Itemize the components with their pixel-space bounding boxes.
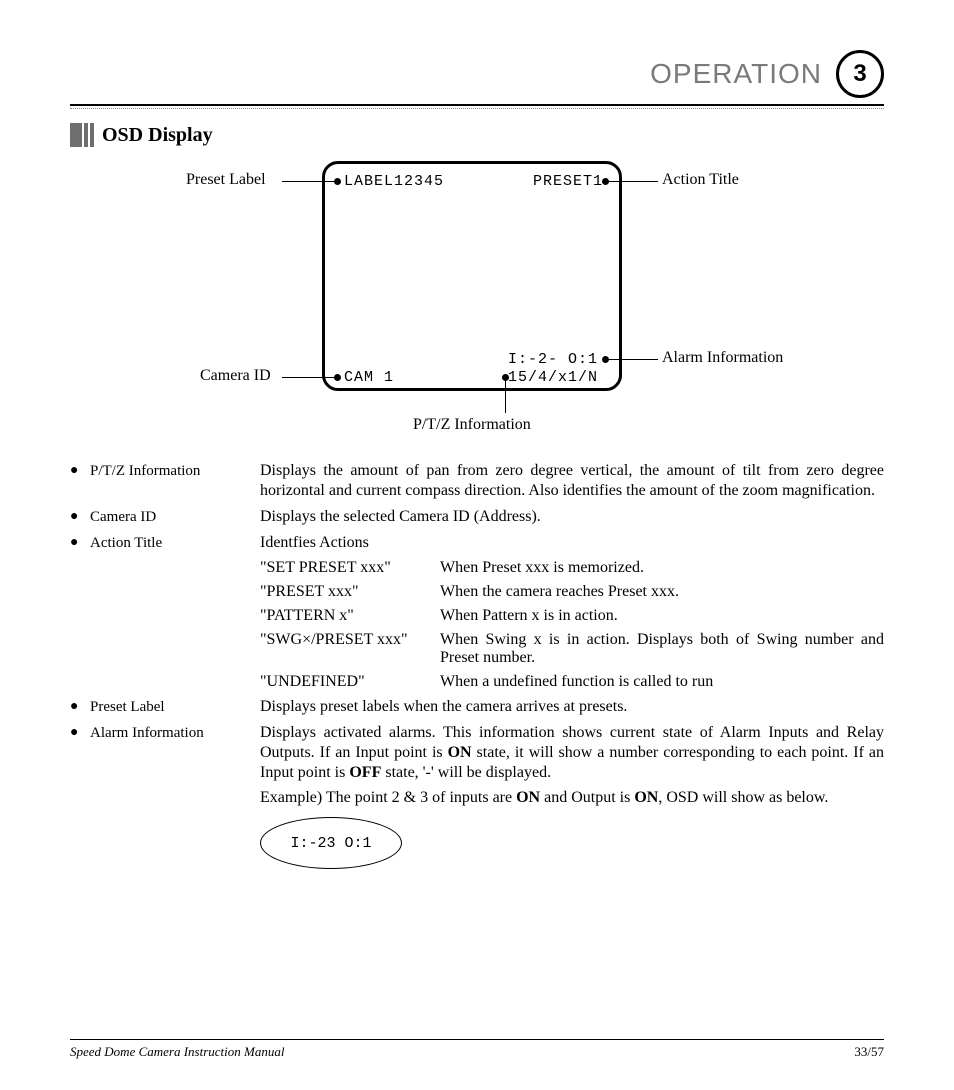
header-rule xyxy=(70,104,884,106)
action-row-preset: "PRESET xxx" When the camera reaches Pre… xyxy=(260,583,884,601)
footer-page-number: 33/57 xyxy=(854,1044,884,1060)
osd-diagram: LABEL12345 PRESET1 CAM 1 I:-2- O:1 15/4/… xyxy=(72,161,882,451)
footer-rule xyxy=(70,1039,884,1040)
def-row-ptz: ● P/T/Z Information Displays the amount … xyxy=(70,461,884,501)
bullet-icon: ● xyxy=(70,533,90,553)
footer-manual-title: Speed Dome Camera Instruction Manual xyxy=(70,1044,284,1060)
action-row-swg: "SWG×/PRESET xxx" When Swing x is in act… xyxy=(260,631,884,667)
leader-line xyxy=(282,181,334,182)
legend-camera-id: Camera ID xyxy=(200,367,271,385)
alarm-example-ellipse: I:-23 O:1 xyxy=(260,817,884,869)
legend-alarm-info: Alarm Information xyxy=(662,349,783,367)
def-row-alarm-info: ● Alarm Information Displays activated a… xyxy=(70,723,884,783)
leader-line xyxy=(505,380,506,413)
def-term: P/T/Z Information xyxy=(90,461,260,481)
action-body: When Swing x is in action. Displays both… xyxy=(440,631,884,667)
page: OPERATION 3 OSD Display LABEL12345 PRESE… xyxy=(0,0,954,1090)
header-dotted-rule xyxy=(70,108,884,109)
legend-action-title: Action Title xyxy=(662,171,739,189)
def-body: Identfies Actions xyxy=(260,533,884,553)
def-body: Displays the amount of pan from zero deg… xyxy=(260,461,884,501)
bullet-icon: ● xyxy=(70,697,90,717)
chapter-number-badge: 3 xyxy=(836,50,884,98)
footer-row: Speed Dome Camera Instruction Manual 33/… xyxy=(70,1044,884,1060)
dot-icon xyxy=(334,374,341,381)
def-term: Alarm Information xyxy=(90,723,260,743)
ellipse-text: I:-23 O:1 xyxy=(260,817,402,869)
legend-ptz-info: P/T/Z Information xyxy=(413,416,531,434)
section-header: OSD Display xyxy=(70,123,884,147)
bullet-icon: ● xyxy=(70,723,90,743)
definitions-list: ● P/T/Z Information Displays the amount … xyxy=(70,461,884,869)
action-row-pattern: "PATTERN x" When Pattern x is in action. xyxy=(260,607,884,625)
action-term: "SWG×/PRESET xxx" xyxy=(260,631,440,667)
dot-icon xyxy=(334,178,341,185)
page-footer: Speed Dome Camera Instruction Manual 33/… xyxy=(70,1039,884,1060)
leader-line xyxy=(282,377,334,378)
def-body: Displays the selected Camera ID (Address… xyxy=(260,507,884,527)
def-row-action-title: ● Action Title Identfies Actions xyxy=(70,533,884,553)
action-row-set-preset: "SET PRESET xxx" When Preset xxx is memo… xyxy=(260,559,884,577)
def-body: Displays preset labels when the camera a… xyxy=(260,697,884,717)
osd-alarm-text: I:-2- O:1 xyxy=(508,351,598,368)
action-term: "PATTERN x" xyxy=(260,607,440,625)
osd-preset-text: PRESET1 xyxy=(533,173,603,190)
action-term: "UNDEFINED" xyxy=(260,673,440,691)
action-row-undefined: "UNDEFINED" When a undefined function is… xyxy=(260,673,884,691)
def-row-camera-id: ● Camera ID Displays the selected Camera… xyxy=(70,507,884,527)
def-term: Preset Label xyxy=(90,697,260,717)
alarm-example: Example) The point 2 & 3 of inputs are O… xyxy=(260,789,884,807)
action-body: When Preset xxx is memorized. xyxy=(440,559,884,577)
bullet-icon: ● xyxy=(70,461,90,481)
action-body: When a undefined function is called to r… xyxy=(440,673,884,691)
def-term: Camera ID xyxy=(90,507,260,527)
alarm-example-text: Example) The point 2 & 3 of inputs are O… xyxy=(260,789,884,807)
leader-line xyxy=(608,181,658,182)
def-row-preset-label: ● Preset Label Displays preset labels wh… xyxy=(70,697,884,717)
legend-preset-label: Preset Label xyxy=(186,171,266,189)
osd-ptz-text: 15/4/x1/N xyxy=(508,369,598,386)
action-term: "SET PRESET xxx" xyxy=(260,559,440,577)
section-bars-icon xyxy=(70,123,94,147)
section-title: OSD Display xyxy=(102,124,213,147)
bullet-icon: ● xyxy=(70,507,90,527)
leader-line xyxy=(608,359,658,360)
action-body: When Pattern x is in action. xyxy=(440,607,884,625)
def-body: Displays activated alarms. This informat… xyxy=(260,723,884,783)
action-body: When the camera reaches Preset xxx. xyxy=(440,583,884,601)
def-term: Action Title xyxy=(90,533,260,553)
osd-label-text: LABEL12345 xyxy=(344,173,444,190)
osd-cam-text: CAM 1 xyxy=(344,369,394,386)
header-title: OPERATION xyxy=(650,58,822,90)
page-header: OPERATION 3 xyxy=(70,50,884,98)
action-term: "PRESET xxx" xyxy=(260,583,440,601)
